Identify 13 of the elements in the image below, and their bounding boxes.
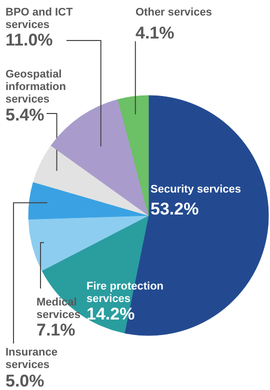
slice-label: BPO and ICT services: [6, 6, 74, 32]
data-label: 11.0%: [6, 30, 53, 50]
data-label: 5.4%: [6, 106, 44, 124]
slice-label: Geospatial information services: [6, 68, 66, 106]
data-label: 53.2%: [150, 200, 199, 218]
slice-label: Security services: [150, 184, 242, 196]
data-label: 4.1%: [136, 24, 174, 42]
slice-label: Insurance services: [6, 346, 58, 372]
slice-label: Fire protection services: [86, 280, 164, 306]
data-label: 14.2%: [86, 304, 135, 324]
slice-label: Other services: [136, 6, 212, 18]
data-label: 7.1%: [36, 320, 76, 340]
data-label: 5.0%: [6, 372, 44, 390]
